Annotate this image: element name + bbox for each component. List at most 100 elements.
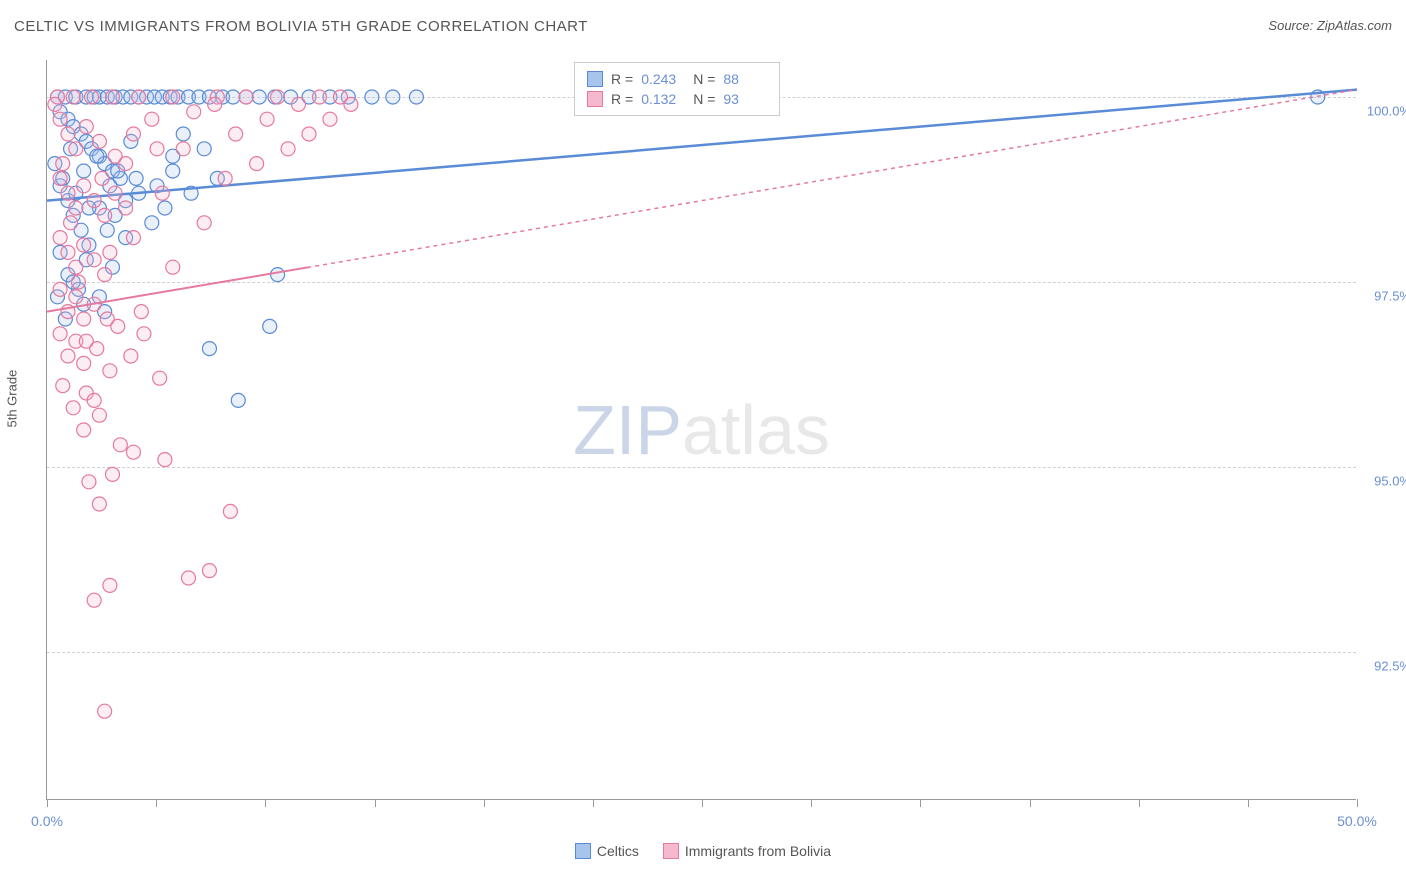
scatter-point — [53, 327, 67, 341]
scatter-point — [176, 127, 190, 141]
scatter-point — [103, 364, 117, 378]
scatter-point — [250, 157, 264, 171]
correlation-legend: R = 0.243 N = 88 R = 0.132 N = 93 — [574, 62, 780, 116]
scatter-point — [100, 223, 114, 237]
scatter-point — [53, 231, 67, 245]
scatter-point — [106, 467, 120, 481]
scatter-point — [95, 171, 109, 185]
legend-row-bolivia: R = 0.132 N = 93 — [587, 89, 767, 109]
scatter-point — [77, 356, 91, 370]
scatter-point — [202, 342, 216, 356]
source-credit: Source: ZipAtlas.com — [1268, 18, 1392, 33]
scatter-point — [231, 393, 245, 407]
x-tick — [920, 799, 921, 807]
x-tick — [702, 799, 703, 807]
scatter-point — [226, 90, 240, 104]
x-tick-label: 50.0% — [1337, 813, 1377, 829]
scatter-point — [90, 149, 104, 163]
scatter-point — [208, 97, 222, 111]
scatter-point — [218, 171, 232, 185]
scatter-point — [53, 171, 67, 185]
x-tick — [484, 799, 485, 807]
scatter-point — [108, 186, 122, 200]
x-tick — [156, 799, 157, 807]
scatter-point — [197, 216, 211, 230]
scatter-point — [166, 164, 180, 178]
x-tick — [1357, 799, 1358, 807]
plot-area: ZIPatlas 92.5%95.0%97.5%100.0% 0.0%50.0% — [46, 60, 1356, 800]
scatter-point — [260, 112, 274, 126]
scatter-point — [77, 179, 91, 193]
legend-item-bolivia: Immigrants from Bolivia — [663, 843, 831, 859]
scatter-point — [126, 445, 140, 459]
scatter-point — [98, 704, 112, 718]
r-value-bolivia: 0.132 — [641, 91, 685, 107]
n-value-celtics: 88 — [723, 71, 767, 87]
scatter-point — [292, 97, 306, 111]
scatter-point — [82, 475, 96, 489]
scatter-point — [111, 319, 125, 333]
r-label: R = — [611, 91, 633, 107]
scatter-point — [252, 90, 266, 104]
scatter-point — [176, 142, 190, 156]
legend-row-celtics: R = 0.243 N = 88 — [587, 69, 767, 89]
x-tick — [265, 799, 266, 807]
scatter-point — [53, 112, 67, 126]
scatter-point — [223, 504, 237, 518]
scatter-point — [365, 90, 379, 104]
scatter-point — [281, 142, 295, 156]
scatter-point — [61, 245, 75, 259]
scatter-point — [103, 578, 117, 592]
x-tick — [47, 799, 48, 807]
scatter-point — [132, 90, 146, 104]
scatter-point — [56, 379, 70, 393]
scatter-point — [229, 127, 243, 141]
scatter-point — [187, 105, 201, 119]
n-value-bolivia: 93 — [723, 91, 767, 107]
scatter-point — [71, 275, 85, 289]
scatter-point — [124, 349, 138, 363]
source-name: ZipAtlas.com — [1317, 18, 1392, 33]
chart-title: CELTIC VS IMMIGRANTS FROM BOLIVIA 5TH GR… — [14, 18, 588, 35]
x-tick — [375, 799, 376, 807]
scatter-point — [98, 208, 112, 222]
scatter-point — [56, 157, 70, 171]
x-tick — [593, 799, 594, 807]
scatter-point — [158, 201, 172, 215]
scatter-point — [202, 564, 216, 578]
scatter-point — [302, 127, 316, 141]
scatter-point — [129, 171, 143, 185]
scatter-point — [113, 438, 127, 452]
scatter-point — [153, 371, 167, 385]
scatter-point — [64, 216, 78, 230]
r-label: R = — [611, 71, 633, 87]
legend-label: Celtics — [597, 843, 639, 859]
scatter-point — [137, 327, 151, 341]
scatter-point — [69, 142, 83, 156]
scatter-point — [77, 164, 91, 178]
scatter-point — [126, 231, 140, 245]
scatter-point — [181, 571, 195, 585]
y-axis-label: 5th Grade — [5, 370, 20, 428]
scatter-point — [126, 127, 140, 141]
scatter-point — [119, 157, 133, 171]
scatter-point — [61, 186, 75, 200]
scatter-point — [66, 401, 80, 415]
scatter-point — [69, 201, 83, 215]
scatter-point — [79, 334, 93, 348]
scatter-point — [61, 127, 75, 141]
scatter-point — [134, 305, 148, 319]
scatter-point — [263, 319, 277, 333]
scatter-point — [166, 260, 180, 274]
scatter-point — [61, 349, 75, 363]
scatter-point — [103, 245, 117, 259]
scatter-point — [312, 90, 326, 104]
scatter-point — [155, 186, 169, 200]
scatter-point — [409, 90, 423, 104]
legend-swatch-bolivia — [587, 91, 603, 107]
scatter-point — [85, 90, 99, 104]
scatter-point — [77, 312, 91, 326]
y-tick-label: 92.5% — [1361, 659, 1406, 674]
source-label: Source: — [1268, 18, 1313, 33]
scatter-point — [87, 393, 101, 407]
